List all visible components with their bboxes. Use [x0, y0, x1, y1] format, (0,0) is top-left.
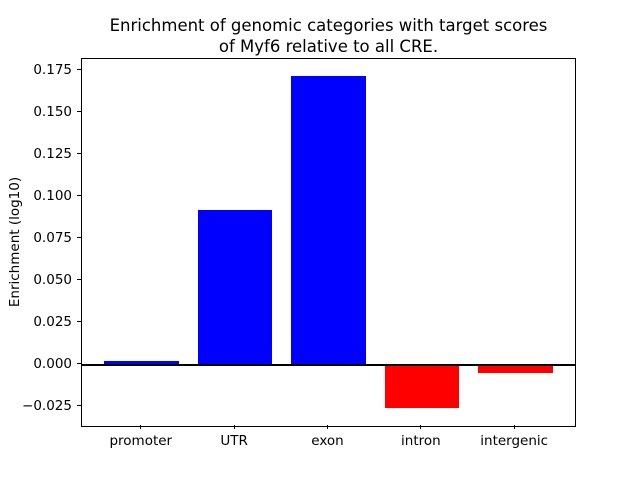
y-tick-0.100	[77, 195, 81, 197]
y-tick-label-0.050: 0.050	[33, 271, 72, 288]
y-tick-0.125	[77, 153, 81, 155]
chart-title-line2: of Myf6 relative to all CRE.	[218, 37, 439, 56]
plot-area	[81, 58, 576, 427]
x-tick-intergenic	[513, 425, 515, 429]
bar-promoter	[104, 361, 180, 365]
y-tick-0.050	[77, 279, 81, 281]
x-tick-label-intron: intron	[401, 433, 441, 449]
y-tick-label-0.150: 0.150	[33, 103, 72, 120]
x-tick-exon	[326, 425, 329, 429]
bar-exon	[291, 75, 366, 365]
y-tick-0.175	[77, 69, 81, 71]
bar-intergenic	[477, 364, 553, 374]
y-tick-label-0.100: 0.100	[33, 187, 72, 204]
y-tick-label-0.000: 0.000	[33, 355, 72, 372]
y-tick-label-0.175: 0.175	[33, 61, 72, 78]
x-tick-UTR	[233, 425, 235, 429]
bar-UTR	[197, 210, 273, 365]
chart-title: Enrichment of genomic categories with ta…	[81, 15, 576, 57]
x-tick-label-intergenic: intergenic	[480, 433, 549, 449]
y-tick-0.000	[77, 363, 81, 365]
y-tick-label-0.025: 0.025	[33, 313, 72, 330]
chart-title-line1: Enrichment of genomic categories with ta…	[109, 16, 548, 35]
x-tick-label-exon: exon	[311, 433, 344, 449]
x-tick-label-promoter: promoter	[109, 433, 173, 449]
x-tick-intron	[420, 425, 422, 429]
y-tick-label-0.075: 0.075	[33, 229, 72, 246]
zero-line	[82, 363, 575, 366]
y-tick-0.075	[77, 237, 81, 239]
y-tick-0.025	[77, 321, 81, 323]
y-tick-0.150	[77, 111, 81, 113]
bar-intron	[384, 364, 460, 409]
x-tick-promoter	[140, 425, 142, 429]
y-axis-label: Enrichment (log10)	[7, 176, 23, 308]
x-tick-label-UTR: UTR	[220, 433, 248, 449]
y-tick-label-−0.025: −0.025	[22, 397, 72, 414]
y-tick-−0.025	[77, 405, 81, 407]
y-tick-label-0.125: 0.125	[33, 145, 72, 162]
